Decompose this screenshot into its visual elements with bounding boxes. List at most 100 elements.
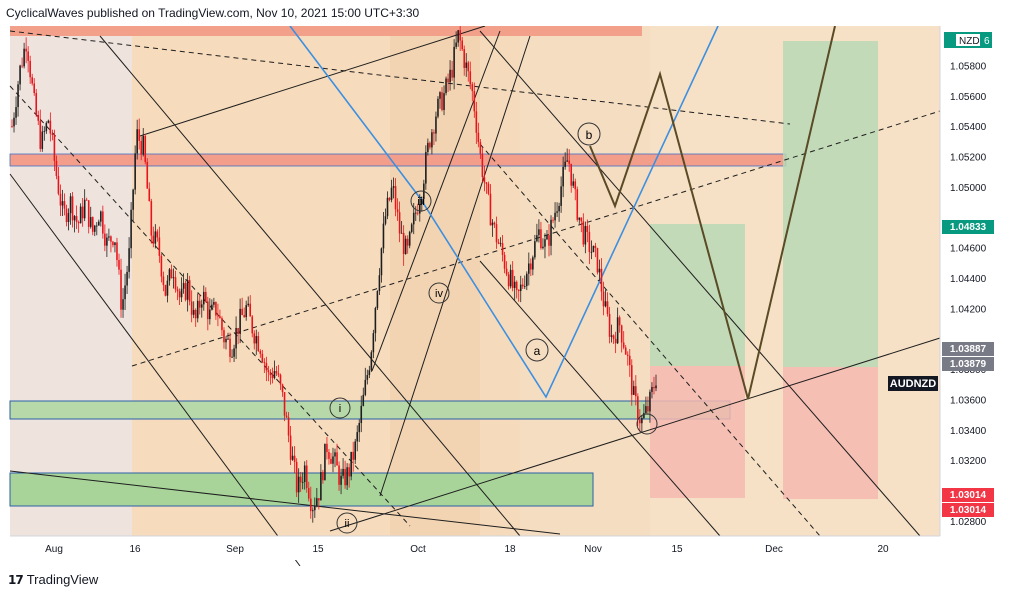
time-tick-label: Aug xyxy=(45,544,63,555)
svg-text:iii: iii xyxy=(417,196,424,208)
candle-body xyxy=(59,193,62,206)
candle-body xyxy=(374,308,377,334)
candle-body xyxy=(616,317,619,344)
candle-body xyxy=(467,62,470,72)
candle-body xyxy=(291,455,294,460)
candle-body xyxy=(148,188,151,202)
candle-body xyxy=(305,465,308,489)
candle-body xyxy=(275,371,278,374)
candle-body xyxy=(544,239,546,247)
candle-body xyxy=(620,325,623,343)
candle-body xyxy=(406,238,409,246)
wave-label-ii: ii xyxy=(336,512,358,534)
time-tick-label: Sep xyxy=(226,544,244,555)
candle-body xyxy=(312,510,314,512)
candle-body xyxy=(384,216,387,224)
candle-body xyxy=(91,217,94,232)
candle-body xyxy=(326,443,328,453)
candle-body xyxy=(318,498,320,501)
candle-body xyxy=(239,308,241,334)
candle-body xyxy=(67,213,70,223)
candle-body xyxy=(392,186,395,188)
candle-body xyxy=(221,318,223,331)
price-tick-label: 1.03200 xyxy=(950,456,987,467)
candle-body xyxy=(225,338,227,343)
candle-body xyxy=(459,30,461,41)
price-tick-label: 1.04200 xyxy=(950,304,987,315)
candle-body xyxy=(653,386,655,389)
price-tag-bg xyxy=(942,503,994,517)
candle-body xyxy=(590,251,593,253)
candle-body xyxy=(546,235,548,240)
candle-body xyxy=(283,392,286,416)
candle-body xyxy=(469,71,472,85)
candle-body xyxy=(637,396,639,420)
candle-body xyxy=(41,131,44,149)
candle-body xyxy=(602,291,605,307)
candle-body xyxy=(352,451,354,460)
candle-body xyxy=(160,255,163,277)
candle-body xyxy=(639,419,641,424)
candle-body xyxy=(322,472,324,481)
candle-body xyxy=(396,209,399,213)
candle-body xyxy=(610,335,613,337)
candle-body xyxy=(198,300,201,308)
price-tick-label: 1.04400 xyxy=(950,274,987,285)
candle-body xyxy=(473,91,476,112)
candle-body xyxy=(348,467,350,477)
candle-body xyxy=(536,235,538,242)
candle-body xyxy=(138,129,140,141)
price-tick-label: 1.04600 xyxy=(950,244,987,255)
price-tick-label: 1.05000 xyxy=(950,183,987,194)
candle-body xyxy=(580,217,583,222)
candle-body xyxy=(564,161,566,167)
candle-body xyxy=(481,153,484,178)
candle-body xyxy=(53,135,56,161)
candle-body xyxy=(176,289,179,292)
candle-body xyxy=(509,269,512,287)
candle-body xyxy=(517,289,520,292)
candle-body xyxy=(479,142,482,154)
candle-body xyxy=(190,301,193,315)
candle-body xyxy=(604,301,607,307)
candle-body xyxy=(261,353,264,362)
candle-body xyxy=(17,84,19,108)
candle-body xyxy=(39,120,42,149)
candle-body xyxy=(122,299,124,310)
candle-body xyxy=(463,49,466,68)
candle-body xyxy=(505,268,508,275)
candle-body xyxy=(427,142,429,153)
price-tag-label: 1.04833 xyxy=(950,222,987,233)
wave-label-a: a xyxy=(525,338,549,362)
price-tag-label: 1.03879 xyxy=(950,359,987,370)
price-chart[interactable]: iii iv i ii a b 1.05800 1.05600 1.05400 1.0… xyxy=(0,26,1009,566)
candle-body xyxy=(519,284,522,292)
candle-body xyxy=(340,475,342,485)
candle-body xyxy=(43,131,46,133)
svg-text:i: i xyxy=(339,403,341,415)
candle-body xyxy=(61,201,64,206)
candle-body xyxy=(213,302,215,305)
candle-body xyxy=(487,183,490,194)
price-tags: 1.04833 1.03887 1.03879 1.03014 1.03014 xyxy=(942,220,994,517)
candle-body xyxy=(457,30,459,43)
brown-projection xyxy=(589,26,836,400)
candle-body xyxy=(600,268,603,292)
candle-body xyxy=(449,69,451,83)
candle-body xyxy=(439,92,441,99)
candle-body xyxy=(471,84,474,92)
time-axis[interactable] xyxy=(10,536,940,560)
position-stop-zone xyxy=(650,366,745,498)
candlestick-series xyxy=(11,26,657,523)
candle-body xyxy=(314,506,316,511)
trend-channels xyxy=(9,26,941,566)
price-axis[interactable] xyxy=(940,26,1009,536)
candle-body xyxy=(231,356,233,358)
candle-body xyxy=(515,281,518,290)
candle-body xyxy=(394,186,397,210)
price-tick-label: 1.05400 xyxy=(950,122,987,133)
candle-body xyxy=(550,219,552,246)
candle-body xyxy=(523,286,526,287)
candle-body xyxy=(558,205,560,212)
candle-body xyxy=(380,248,383,276)
